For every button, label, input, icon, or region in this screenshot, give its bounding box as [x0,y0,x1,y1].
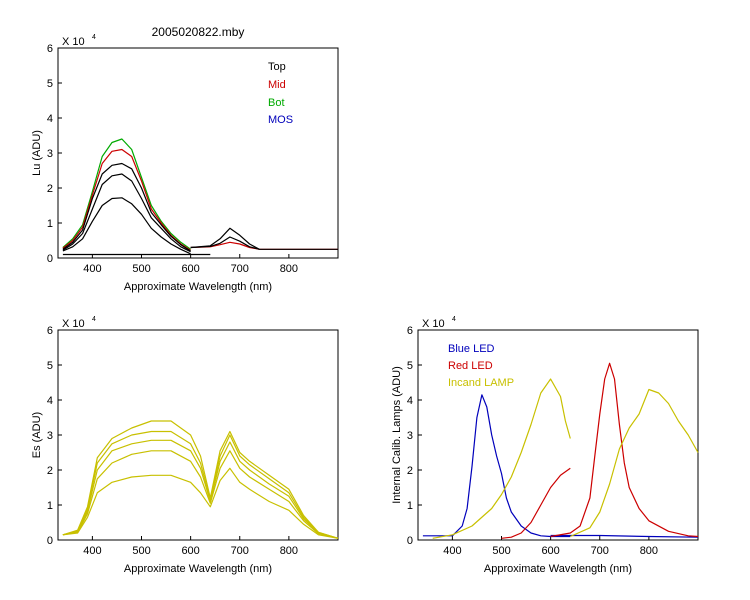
lu-chart: X 10 4 Lu (ADU) Approximate Wavelength (… [31,34,339,293]
series-line [550,362,699,538]
y-tick-label: 1 [407,500,413,512]
x-tick-label: 400 [443,545,461,557]
series-line [62,138,191,250]
lamps-series [422,362,699,539]
y-tick-label: 3 [47,430,53,442]
lamps-chart: X 10 4 Internal Calib. Lamps (ADU) Appro… [391,316,699,575]
lu-legend: Top Mid Bot MOS [268,61,293,126]
series-line [190,236,260,250]
series-line [62,173,191,253]
series-line [62,162,191,252]
legend-incand-lamp-label: Incand LAMP [448,377,514,389]
y-tick-label: 1 [47,500,53,512]
x-tick-label: 400 [83,545,101,557]
y-tick-label: 2 [47,183,53,195]
series-line [62,148,191,251]
legend-top-label: Top [268,61,286,73]
series-line [62,430,339,539]
x-tick-label: 700 [231,545,249,557]
es-chart: X 10 4 Es (ADU) Approximate Wavelength (… [31,316,339,575]
y-tick-label: 3 [47,148,53,160]
series-line [62,450,339,539]
legend-mos-label: MOS [268,114,293,126]
lamps-exponent-label: X 10 [422,318,445,330]
series-line [62,439,339,539]
series-line [570,388,699,538]
lu-plot-frame [57,47,339,259]
x-tick-label: 500 [132,263,150,275]
y-tick-label: 5 [47,360,53,372]
y-tick-label: 4 [47,395,53,407]
x-tick-label: 700 [591,545,609,557]
figure-title: 2005020822.mby [152,25,245,39]
lamps-xlabel: Approximate Wavelength (nm) [484,563,632,575]
x-tick-label: 800 [280,545,298,557]
x-tick-label: 800 [280,263,298,275]
y-tick-label: 6 [47,43,53,55]
legend-blue-led-label: Blue LED [448,343,495,355]
y-tick-label: 4 [407,395,413,407]
y-tick-label: 0 [407,535,413,547]
lu-ticks: 400 500 600 700 800 0 1 2 3 4 5 6 [47,43,298,275]
es-plot-frame [57,329,339,541]
series-line [550,534,699,538]
y-tick-label: 0 [47,535,53,547]
y-tick-label: 1 [47,218,53,230]
y-tick-label: 3 [407,430,413,442]
series-line [62,197,191,255]
x-tick-label: 500 [492,545,510,557]
x-tick-label: 600 [541,545,559,557]
y-tick-label: 2 [47,465,53,477]
legend-red-led-label: Red LED [448,360,493,372]
lu-xlabel: Approximate Wavelength (nm) [124,281,272,293]
x-tick-label: 600 [181,263,199,275]
y-tick-label: 4 [47,113,53,125]
y-tick-label: 6 [47,325,53,337]
lu-exponent: 4 [92,34,96,41]
lamps-exponent: 4 [452,316,456,323]
y-tick-label: 0 [47,253,53,265]
series-line [432,378,571,539]
y-tick-label: 2 [407,465,413,477]
lu-series [62,138,338,256]
series-line [501,467,571,539]
x-tick-label: 500 [132,545,150,557]
y-tick-label: 5 [47,78,53,90]
x-tick-label: 800 [640,545,658,557]
lamps-ylabel: Internal Calib. Lamps (ADU) [391,366,403,504]
lamps-ticks: 400 500 600 700 800 0 1 2 3 4 5 6 [407,325,658,557]
es-series [62,420,339,539]
lu-ylabel: Lu (ADU) [31,130,43,176]
lamps-legend: Blue LED Red LED Incand LAMP [448,343,514,389]
legend-mid-label: Mid [268,79,286,91]
y-tick-label: 5 [407,360,413,372]
x-tick-label: 600 [181,545,199,557]
es-exponent: 4 [92,316,96,323]
x-tick-label: 700 [231,263,249,275]
es-ylabel: Es (ADU) [31,412,43,458]
es-ticks: 400 500 600 700 800 0 1 2 3 4 5 6 [47,325,298,557]
es-exponent-label: X 10 [62,318,85,330]
legend-bot-label: Bot [268,97,285,109]
x-tick-label: 400 [83,263,101,275]
series-line [62,467,339,539]
y-tick-label: 6 [407,325,413,337]
lu-exponent-label: X 10 [62,36,85,48]
es-xlabel: Approximate Wavelength (nm) [124,563,272,575]
series-line [62,420,339,539]
series-line [422,394,571,538]
